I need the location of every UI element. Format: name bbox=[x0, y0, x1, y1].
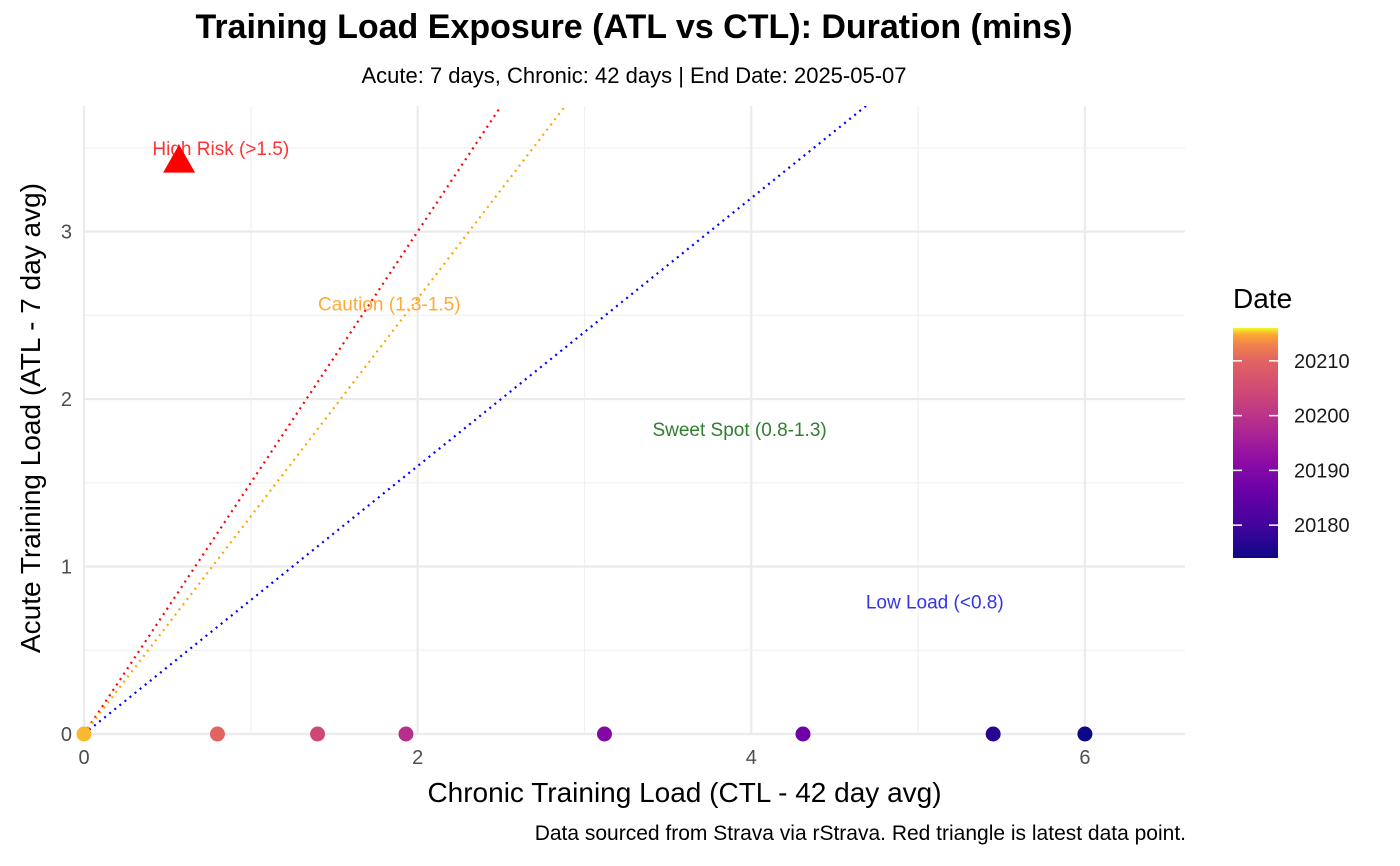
ratio-line bbox=[84, 106, 567, 734]
latest-point-triangle bbox=[163, 144, 196, 173]
zone-label: Sweet Spot (0.8-1.3) bbox=[652, 420, 826, 441]
data-points bbox=[76, 144, 1093, 742]
axes: 0 2 4 6 0 1 2 3 Chronic Training Load (CTL - 42 … bbox=[15, 183, 1090, 808]
x-tick-label: 4 bbox=[746, 747, 757, 769]
data-point bbox=[1077, 726, 1093, 742]
data-point bbox=[795, 726, 811, 742]
x-axis-title: Chronic Training Load (CTL - 42 day avg) bbox=[427, 777, 941, 808]
zone-label: Low Load (<0.8) bbox=[866, 593, 1004, 614]
zone-label: Caution (1.3-1.5) bbox=[318, 295, 461, 316]
ratio-line bbox=[84, 106, 502, 734]
legend-tick-label: 20210 bbox=[1294, 351, 1350, 373]
ratio-line bbox=[84, 106, 867, 734]
y-axis-title: Acute Training Load (ATL - 7 day avg) bbox=[15, 183, 46, 653]
y-tick-label: 1 bbox=[61, 557, 72, 579]
data-point bbox=[310, 726, 326, 742]
data-point bbox=[985, 726, 1001, 742]
ratio-lines bbox=[84, 106, 867, 734]
zone-label: High Risk (>1.5) bbox=[152, 139, 289, 160]
legend-title: Date bbox=[1233, 283, 1292, 314]
chart-subtitle: Acute: 7 days, Chronic: 42 days | End Da… bbox=[361, 63, 907, 88]
chart-title: Training Load Exposure (ATL vs CTL): Dur… bbox=[195, 8, 1073, 46]
y-tick-label: 3 bbox=[61, 222, 72, 244]
x-tick-label: 2 bbox=[412, 747, 423, 769]
x-tick-label: 0 bbox=[78, 747, 89, 769]
legend-colorbar bbox=[1233, 328, 1278, 558]
data-point bbox=[209, 726, 225, 742]
plot-grid bbox=[82, 106, 1185, 736]
data-point bbox=[76, 726, 92, 742]
color-legend: Date 20180 20190 20200 20210 bbox=[1233, 283, 1350, 558]
chart-caption: Data sourced from Strava via rStrava. Re… bbox=[534, 822, 1186, 845]
data-point bbox=[398, 726, 414, 742]
legend-tick-label: 20190 bbox=[1294, 460, 1350, 482]
y-tick-label: 2 bbox=[61, 389, 72, 411]
x-tick-label: 6 bbox=[1079, 747, 1090, 769]
legend-tick-label: 20200 bbox=[1294, 406, 1350, 428]
data-point bbox=[596, 726, 612, 742]
y-tick-label: 0 bbox=[61, 724, 72, 746]
zone-labels: High Risk (>1.5) Caution (1.3-1.5) Sweet S… bbox=[152, 139, 1003, 614]
legend-tick-label: 20180 bbox=[1294, 515, 1350, 537]
